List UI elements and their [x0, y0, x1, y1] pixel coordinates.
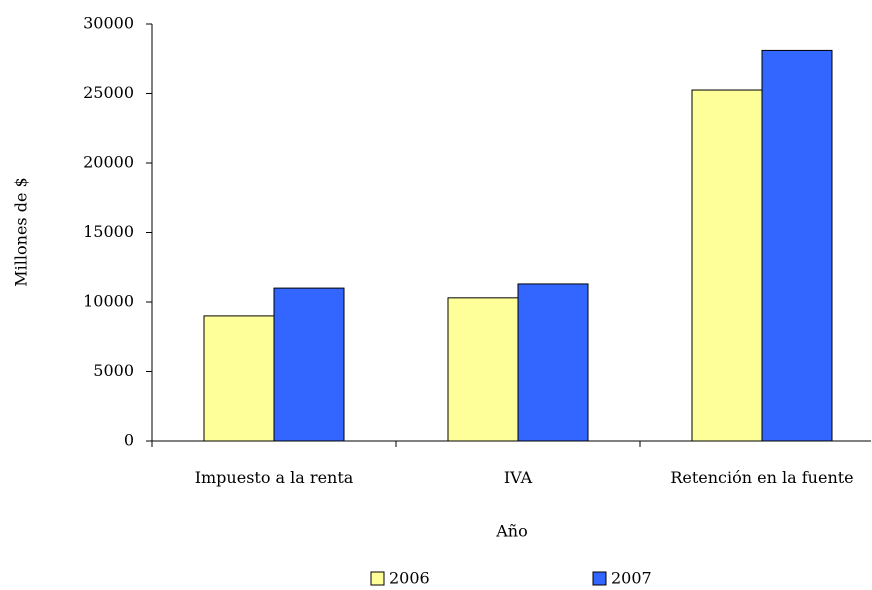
- bar: [761, 49, 833, 442]
- x-axis-title: Año: [495, 522, 528, 541]
- x-tick-label: Impuesto a la renta: [194, 468, 354, 487]
- bar: [273, 287, 345, 442]
- y-tick-label: 30000: [83, 14, 134, 33]
- bar: [203, 315, 275, 442]
- y-tick-label: 0: [124, 431, 134, 450]
- y-axis-title: Millones de $: [12, 177, 31, 286]
- bar: [447, 297, 519, 442]
- x-tick-label: IVA: [503, 468, 533, 487]
- legend-swatch: [370, 571, 385, 586]
- y-tick-label: 5000: [93, 361, 134, 380]
- legend-label: 2007: [611, 569, 652, 588]
- legend-label: 2006: [389, 569, 430, 588]
- legend-swatch: [592, 571, 607, 586]
- y-tick-label: 10000: [83, 292, 134, 311]
- y-tick-label: 15000: [83, 222, 134, 241]
- y-tick-label: 20000: [83, 153, 134, 172]
- x-tick-label: Retención en la fuente: [670, 468, 854, 487]
- y-tick-label: 25000: [83, 83, 134, 102]
- bar: [691, 89, 763, 442]
- bar: [517, 283, 589, 442]
